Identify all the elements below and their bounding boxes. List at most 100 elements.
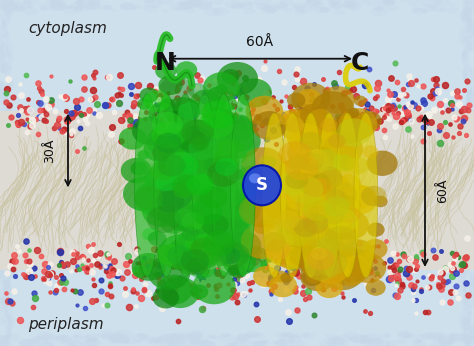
Ellipse shape (6, 4, 13, 19)
Ellipse shape (22, 0, 31, 4)
Ellipse shape (51, 2, 68, 11)
Ellipse shape (375, 7, 384, 12)
Ellipse shape (201, 100, 237, 129)
Ellipse shape (221, 177, 237, 190)
Ellipse shape (156, 190, 184, 213)
Ellipse shape (74, 0, 85, 6)
Ellipse shape (6, 130, 12, 142)
Ellipse shape (209, 133, 240, 159)
Ellipse shape (294, 9, 306, 15)
Bar (0, 111, 474, 270)
Ellipse shape (73, 337, 82, 342)
Ellipse shape (321, 86, 355, 114)
Text: periplasm: periplasm (28, 317, 104, 331)
Ellipse shape (224, 0, 242, 9)
Ellipse shape (269, 274, 297, 297)
Ellipse shape (188, 83, 207, 98)
Ellipse shape (461, 177, 465, 187)
Ellipse shape (387, 8, 395, 12)
Ellipse shape (241, 174, 273, 201)
Ellipse shape (310, 177, 332, 195)
Ellipse shape (98, 330, 116, 339)
Ellipse shape (1, 9, 10, 27)
Ellipse shape (334, 242, 346, 252)
Ellipse shape (337, 118, 372, 146)
Ellipse shape (464, 6, 472, 23)
Ellipse shape (68, 343, 76, 346)
Ellipse shape (307, 0, 321, 6)
Ellipse shape (380, 333, 391, 338)
Ellipse shape (264, 196, 292, 219)
Ellipse shape (155, 133, 181, 153)
Ellipse shape (165, 153, 203, 184)
Ellipse shape (0, 13, 2, 19)
Ellipse shape (158, 333, 175, 342)
Ellipse shape (161, 213, 187, 234)
Ellipse shape (462, 68, 467, 79)
Ellipse shape (289, 246, 316, 267)
Ellipse shape (153, 189, 169, 202)
Ellipse shape (328, 134, 346, 148)
Ellipse shape (5, 30, 10, 42)
Ellipse shape (296, 138, 333, 168)
Ellipse shape (137, 98, 152, 110)
Ellipse shape (152, 112, 182, 136)
Ellipse shape (0, 65, 3, 72)
Ellipse shape (301, 210, 317, 223)
Ellipse shape (190, 175, 208, 190)
Ellipse shape (308, 197, 349, 231)
Ellipse shape (459, 148, 467, 165)
Ellipse shape (5, 247, 13, 262)
Ellipse shape (131, 7, 137, 10)
Ellipse shape (155, 244, 172, 258)
Ellipse shape (279, 141, 312, 167)
Ellipse shape (291, 83, 330, 115)
Ellipse shape (230, 94, 255, 277)
Ellipse shape (8, 254, 11, 262)
Ellipse shape (307, 248, 327, 265)
Ellipse shape (221, 69, 239, 84)
Ellipse shape (158, 182, 192, 209)
Ellipse shape (198, 110, 234, 139)
Ellipse shape (50, 5, 57, 8)
Ellipse shape (0, 229, 7, 246)
Ellipse shape (178, 233, 190, 243)
Ellipse shape (421, 332, 434, 339)
Ellipse shape (336, 113, 359, 278)
Ellipse shape (193, 174, 214, 191)
Ellipse shape (469, 258, 472, 264)
Ellipse shape (18, 338, 35, 346)
Ellipse shape (183, 158, 201, 173)
Ellipse shape (184, 170, 205, 186)
Ellipse shape (277, 4, 287, 9)
Ellipse shape (116, 330, 133, 338)
Ellipse shape (198, 170, 223, 190)
Ellipse shape (468, 292, 474, 308)
Ellipse shape (7, 328, 12, 337)
Ellipse shape (173, 198, 195, 216)
Ellipse shape (294, 115, 336, 149)
Ellipse shape (411, 7, 422, 11)
Ellipse shape (0, 316, 5, 326)
Ellipse shape (343, 6, 349, 9)
Ellipse shape (289, 335, 303, 342)
Ellipse shape (310, 182, 327, 195)
Ellipse shape (148, 336, 161, 343)
Ellipse shape (337, 200, 360, 218)
Ellipse shape (108, 339, 117, 344)
Ellipse shape (271, 193, 307, 222)
Ellipse shape (146, 126, 183, 156)
Ellipse shape (192, 269, 236, 304)
Ellipse shape (84, 2, 100, 10)
Ellipse shape (189, 1, 199, 6)
Ellipse shape (209, 190, 249, 222)
Ellipse shape (319, 168, 342, 186)
Ellipse shape (295, 122, 334, 154)
Ellipse shape (288, 154, 310, 171)
Ellipse shape (243, 193, 285, 228)
Ellipse shape (197, 246, 227, 269)
Ellipse shape (193, 153, 216, 172)
Ellipse shape (283, 342, 294, 346)
Ellipse shape (295, 143, 320, 164)
Ellipse shape (465, 99, 472, 113)
